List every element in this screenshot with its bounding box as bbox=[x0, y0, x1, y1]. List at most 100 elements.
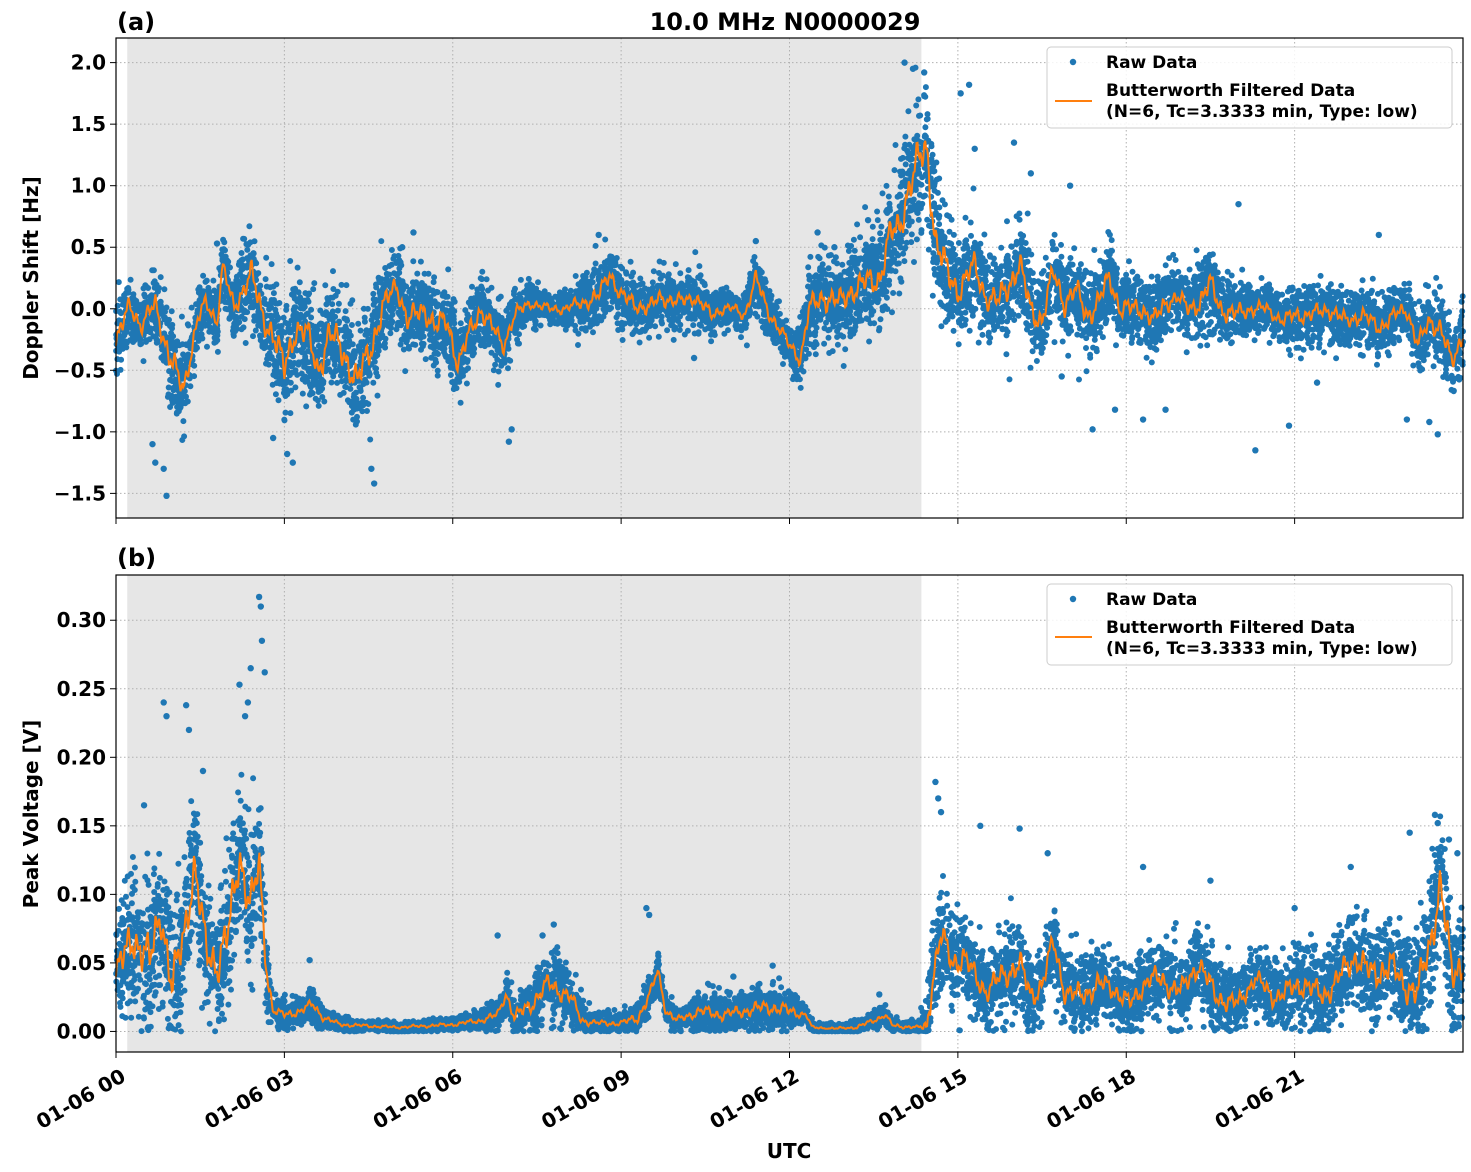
y-tick-label: −1.5 bbox=[54, 481, 106, 505]
raw-data-outlier bbox=[1027, 170, 1035, 177]
raw-data-outlier bbox=[257, 603, 265, 610]
panel-b-x-ticks: 01-06 00 01-06 03 01-06 06 01-06 09 01-06 12… bbox=[32, 1052, 1308, 1134]
raw-data-outlier bbox=[752, 237, 760, 245]
raw-data-outlier bbox=[937, 808, 945, 816]
y-tick-label: 0.00 bbox=[57, 1019, 106, 1043]
raw-data-outlier bbox=[1403, 416, 1411, 423]
raw-data-outlier bbox=[550, 921, 557, 928]
raw-data-outlier bbox=[1434, 819, 1441, 827]
legend-filtered-label-line: (N=6, Tc=3.3333 min, Type: low) bbox=[1106, 639, 1418, 659]
night-shading bbox=[127, 575, 922, 1052]
y-tick-label: 0.10 bbox=[57, 882, 106, 906]
raw-data-points bbox=[113, 771, 1467, 1035]
x-tick-label: 01-06 21 bbox=[1211, 1064, 1309, 1134]
raw-data-outlier bbox=[399, 244, 406, 251]
legend-box bbox=[1046, 46, 1453, 129]
raw-data-outlier bbox=[244, 699, 252, 706]
legend-raw-marker bbox=[1069, 595, 1077, 603]
raw-data-outlier bbox=[1044, 850, 1051, 857]
raw-data-outlier bbox=[971, 145, 978, 152]
raw-data-outlier bbox=[769, 962, 776, 969]
raw-data-outlier bbox=[645, 911, 653, 919]
panel-a-x-ticks bbox=[115, 518, 1296, 524]
raw-data-outlier bbox=[977, 822, 984, 830]
raw-data-outlier bbox=[160, 465, 167, 472]
legend-filtered-label: Butterworth Filtered Data (N=6, Tc=3.3333… bbox=[1106, 618, 1418, 659]
raw-data-outlier bbox=[595, 231, 602, 239]
raw-data-outlier bbox=[1252, 447, 1259, 454]
raw-data-points bbox=[113, 64, 1466, 443]
raw-data-outlier bbox=[921, 69, 928, 76]
raw-data-outlier bbox=[255, 593, 263, 601]
raw-data-outlier bbox=[1313, 379, 1321, 386]
y-tick-label: 2.0 bbox=[71, 51, 106, 75]
raw-data-outlier bbox=[1066, 182, 1074, 189]
raw-data-outlier bbox=[876, 991, 883, 998]
raw-data-outlier bbox=[909, 65, 917, 72]
raw-data-outlier bbox=[643, 904, 650, 912]
panel-b-raw-data-points bbox=[113, 593, 1467, 1035]
panel-a: −1.5 −1.0 −0.5 0.0 0.5 1.0 1.5 2.0 (a) 10.0 MHz… bbox=[19, 8, 1466, 524]
raw-data-outlier bbox=[864, 216, 872, 224]
legend-filtered-label-line: (N=6, Tc=3.3333 min, Type: low) bbox=[1106, 102, 1418, 122]
y-tick-label: −0.5 bbox=[54, 358, 106, 382]
raw-data-outlier bbox=[1235, 200, 1242, 208]
y-tick-label: 0.05 bbox=[57, 951, 106, 975]
raw-data-outlier bbox=[1139, 416, 1147, 423]
raw-data-outlier bbox=[199, 767, 207, 775]
panel-b-y-axis-label: Peak Voltage [V] bbox=[19, 720, 43, 909]
panel-b-background bbox=[127, 575, 922, 1052]
raw-data-outlier bbox=[965, 81, 973, 88]
y-tick-label: 0.20 bbox=[57, 745, 106, 769]
raw-data-outlier bbox=[370, 480, 378, 487]
panel-b: 0.000.050.100.150.200.250.30 01-06 00 01-… bbox=[19, 544, 1467, 1163]
raw-data-outlier bbox=[1426, 418, 1433, 426]
raw-data-outlier bbox=[1016, 825, 1023, 832]
raw-data-outlier bbox=[269, 434, 277, 442]
raw-data-outlier bbox=[1010, 139, 1018, 146]
raw-data-outlier bbox=[163, 492, 170, 500]
legend-filtered-label-line: Butterworth Filtered Data bbox=[1106, 81, 1355, 101]
raw-data-outlier bbox=[1406, 829, 1413, 836]
raw-data-outlier bbox=[1291, 904, 1298, 912]
filtered-line bbox=[115, 140, 1464, 392]
x-tick-label: 01-06 18 bbox=[1042, 1064, 1140, 1134]
panel-a-raw-data-points bbox=[113, 59, 1466, 500]
raw-data-outlier bbox=[957, 90, 964, 97]
legend-filtered-label: Butterworth Filtered Data (N=6, Tc=3.3333… bbox=[1106, 81, 1418, 122]
raw-data-outlier bbox=[289, 459, 296, 466]
raw-data-outlier bbox=[160, 699, 167, 706]
x-tick-label: 01-06 03 bbox=[200, 1064, 298, 1134]
y-tick-label: 0.25 bbox=[57, 677, 106, 701]
raw-data-outlier bbox=[1454, 850, 1461, 857]
filtered-line bbox=[115, 852, 1464, 1030]
raw-data-outlier bbox=[1445, 836, 1453, 843]
y-tick-label: 0.30 bbox=[57, 608, 106, 632]
raw-data-outlier bbox=[261, 669, 268, 676]
x-tick-label: 01-06 09 bbox=[537, 1064, 635, 1134]
raw-data-outlier bbox=[213, 240, 221, 247]
raw-data-outlier bbox=[185, 726, 193, 734]
legend-raw-label: Raw Data bbox=[1106, 590, 1197, 610]
raw-data-outlier bbox=[368, 465, 375, 472]
y-tick-label: −1.0 bbox=[54, 420, 106, 444]
panel-a-label: (a) bbox=[117, 8, 155, 36]
panel-a-filtered-line bbox=[115, 140, 1464, 392]
raw-data-outlier bbox=[247, 665, 254, 672]
raw-data-outlier bbox=[1285, 422, 1293, 429]
raw-data-outlier bbox=[1431, 811, 1439, 819]
raw-data-outlier bbox=[152, 459, 159, 466]
x-axis-label: UTC bbox=[767, 1139, 812, 1163]
raw-data-outlier bbox=[831, 244, 838, 251]
raw-data-outlier bbox=[1162, 406, 1169, 413]
raw-data-outlier bbox=[1207, 877, 1214, 884]
raw-data-outlier bbox=[1111, 406, 1119, 413]
panel-a-y-axis-label: Doppler Shift [Hz] bbox=[19, 176, 43, 380]
raw-data-outlier bbox=[730, 973, 737, 980]
panel-b-y-ticks: 0.00 0.05 0.10 0.15 0.20 0.25 0.30 bbox=[57, 608, 116, 1043]
legend-raw-marker bbox=[1069, 58, 1077, 66]
raw-data-outlier bbox=[163, 712, 170, 720]
raw-data-outlier bbox=[1139, 863, 1147, 871]
raw-data-outlier bbox=[935, 795, 942, 802]
